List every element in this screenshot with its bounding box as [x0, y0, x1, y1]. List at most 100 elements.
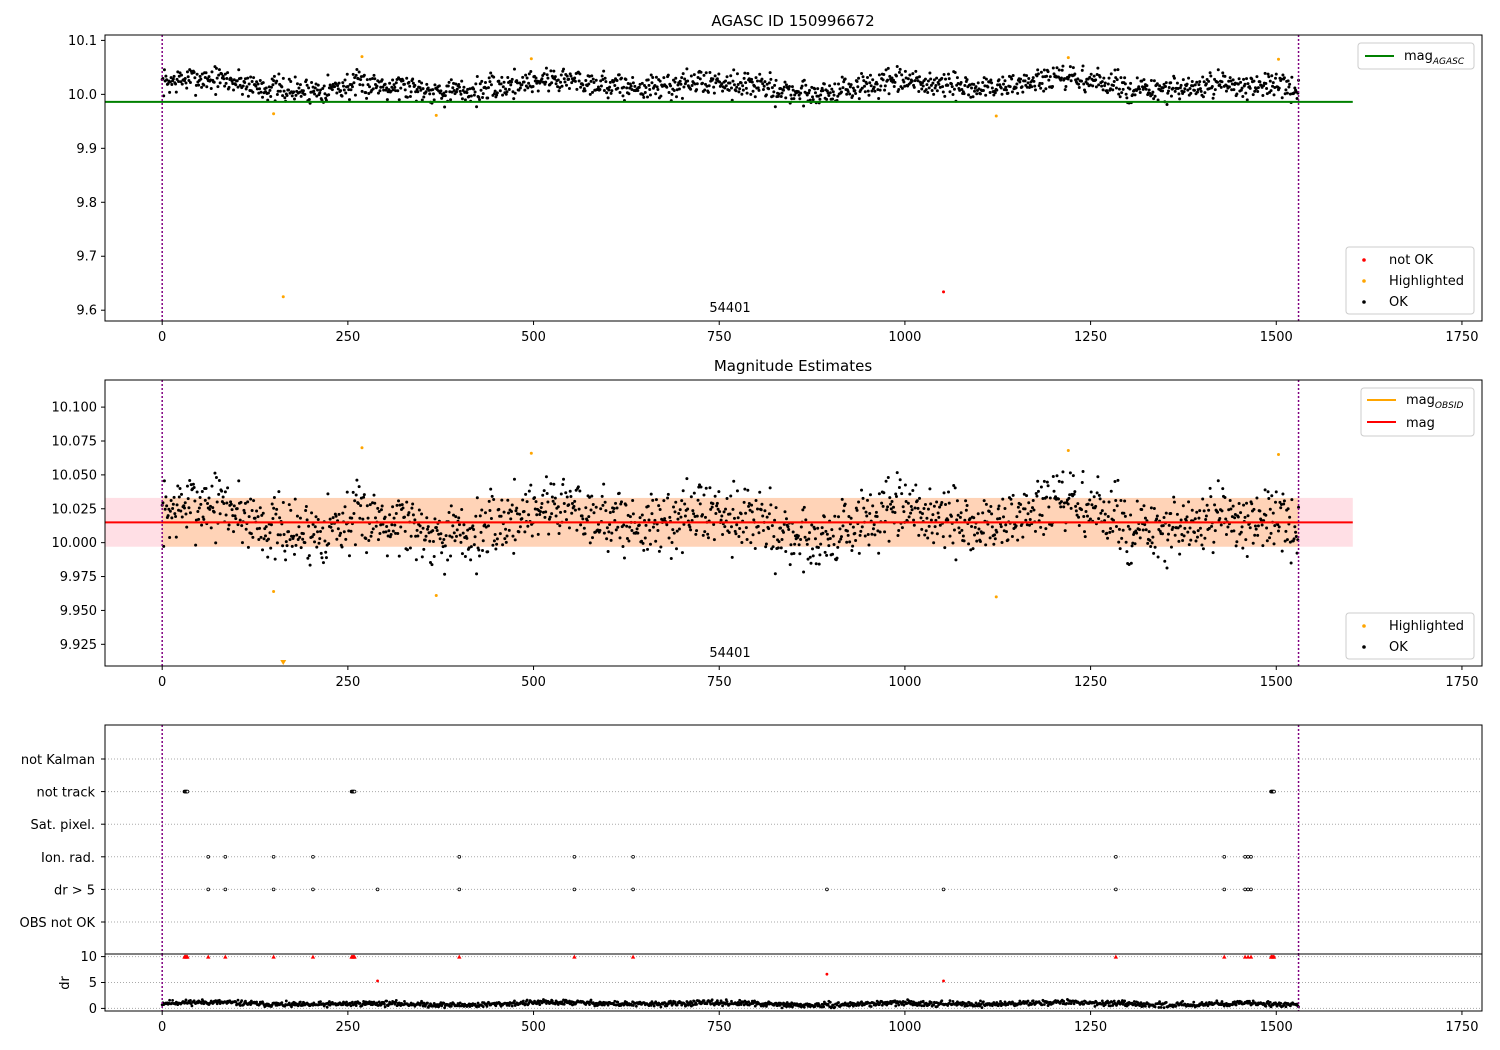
data-point — [818, 553, 822, 557]
data-point — [1153, 1005, 1157, 1009]
data-point — [1162, 515, 1166, 519]
data-point — [394, 998, 398, 1002]
data-point — [1201, 75, 1205, 79]
data-point — [484, 525, 488, 529]
data-point — [735, 523, 739, 527]
data-point — [394, 531, 398, 535]
data-point — [699, 485, 703, 489]
data-point — [659, 94, 663, 98]
data-point — [315, 545, 319, 549]
data-point — [730, 999, 733, 1003]
data-point — [431, 88, 435, 92]
data-point — [718, 510, 722, 514]
data-point — [569, 74, 573, 78]
data-point — [810, 523, 814, 527]
data-point — [284, 540, 288, 544]
data-point — [443, 105, 447, 109]
data-point — [988, 536, 992, 540]
data-point — [217, 492, 221, 496]
data-point — [868, 81, 872, 85]
data-point — [536, 999, 540, 1003]
data-point — [1040, 82, 1044, 86]
data-point — [612, 507, 616, 511]
data-point — [379, 508, 383, 512]
data-point — [791, 88, 795, 92]
data-point — [900, 526, 904, 530]
data-point — [1261, 94, 1265, 98]
data-point — [573, 79, 577, 83]
data-point — [545, 73, 549, 77]
data-point — [339, 531, 343, 535]
data-point — [826, 91, 830, 95]
data-point — [926, 507, 930, 511]
data-point — [515, 512, 519, 516]
data-point — [616, 1000, 620, 1004]
data-point — [707, 84, 711, 88]
data-point — [642, 548, 646, 552]
data-point — [1162, 1006, 1166, 1010]
data-point — [239, 76, 243, 80]
data-point — [635, 527, 639, 531]
data-point — [1004, 530, 1008, 534]
data-point — [559, 510, 563, 514]
data-point — [185, 484, 189, 488]
data-point — [424, 90, 428, 94]
data-point — [805, 93, 809, 97]
data-point — [734, 89, 738, 93]
data-point — [1219, 85, 1223, 89]
data-point — [857, 551, 861, 555]
plot-frame — [104, 379, 1483, 667]
data-point — [1026, 81, 1030, 85]
data-point — [1062, 505, 1066, 509]
data-point — [473, 90, 477, 94]
data-point — [192, 70, 196, 74]
data-point — [498, 532, 502, 536]
y-tick-label: 10 — [80, 950, 97, 965]
data-point — [1254, 87, 1258, 91]
data-point — [545, 492, 549, 496]
data-point — [400, 503, 404, 507]
data-point — [863, 90, 867, 94]
data-point — [782, 88, 786, 92]
data-point — [439, 89, 443, 93]
data-point — [711, 502, 715, 506]
data-point — [1081, 64, 1085, 68]
data-point — [487, 76, 491, 80]
data-point — [375, 1001, 379, 1005]
data-point — [1212, 92, 1216, 96]
data-point — [1117, 540, 1121, 544]
data-point — [469, 94, 473, 98]
panel-title: AGASC ID 150996672 — [711, 12, 874, 30]
data-point — [629, 84, 633, 88]
data-point — [698, 502, 702, 506]
data-point — [317, 541, 321, 545]
data-point — [522, 509, 526, 513]
data-point — [1077, 523, 1081, 527]
data-point — [310, 511, 314, 515]
data-point — [729, 74, 733, 78]
data-point — [365, 551, 369, 555]
data-point — [564, 518, 568, 522]
data-point — [225, 77, 229, 81]
data-point — [673, 1000, 677, 1004]
data-point — [1006, 538, 1010, 542]
x-tick-label: 0 — [158, 1020, 166, 1035]
data-point — [819, 542, 823, 546]
data-point — [742, 500, 746, 504]
flag-marker — [223, 854, 228, 859]
data-point — [395, 503, 399, 507]
data-point — [174, 82, 178, 86]
data-point — [816, 87, 820, 91]
data-point — [581, 83, 585, 87]
data-point — [378, 89, 382, 93]
data-point — [729, 525, 733, 529]
data-point — [601, 77, 605, 81]
data-point — [1016, 91, 1020, 95]
data-point — [339, 89, 343, 93]
data-point — [198, 74, 202, 78]
data-point — [1004, 85, 1008, 89]
data-point — [573, 76, 577, 80]
data-point — [1067, 1002, 1071, 1005]
data-point — [727, 88, 731, 92]
data-point — [297, 525, 301, 529]
